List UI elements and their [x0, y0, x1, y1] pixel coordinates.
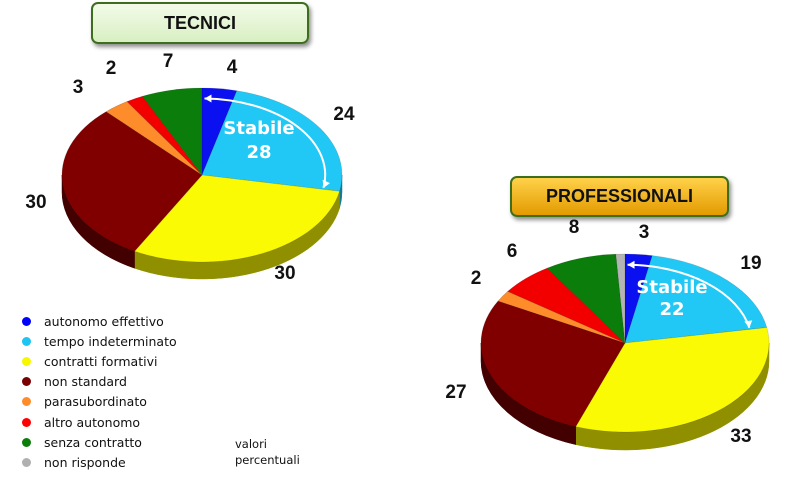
- pie-slice-tempo-indeterminato: [201, 90, 343, 192]
- legend-color-dot: [22, 457, 31, 467]
- value-label: 2: [471, 268, 482, 289]
- value-label: 30: [25, 192, 46, 213]
- legend-item: parasubordinato: [22, 392, 177, 412]
- legend-item: contratti formativi: [22, 351, 177, 371]
- pie-slice-senza-contratto: [546, 253, 626, 344]
- legend-label: non risponde: [44, 454, 126, 470]
- pie-slice-autonomo-effettivo: [201, 87, 238, 176]
- bracket-arrowhead: [744, 320, 753, 328]
- stabile-bracket: [627, 263, 751, 329]
- units-note-line1: valori: [235, 437, 268, 451]
- legend-item: non standard: [22, 372, 177, 392]
- value-label: 8: [569, 217, 580, 238]
- pie-chart-0: Stabile 28 4 24 30 30 3 2 7: [25, 51, 355, 284]
- legend-label: autonomo effettivo: [44, 313, 164, 329]
- units-note: valori percentuali: [235, 436, 300, 468]
- pie-slice-contratti-formativi: [134, 174, 340, 263]
- value-label: 2: [106, 58, 117, 79]
- pie-slice-tempo-indeterminato: [624, 255, 768, 344]
- legend-item: altro autonomo: [22, 412, 177, 432]
- value-label: 4: [227, 57, 238, 78]
- legend-label: parasubordinato: [44, 394, 147, 410]
- value-label: 6: [507, 241, 518, 262]
- value-label: 7: [163, 51, 174, 72]
- value-label: 3: [73, 77, 84, 98]
- value-label: 19: [740, 253, 761, 274]
- pie-slice-parasubordinato: [497, 291, 626, 344]
- pie-slice-altro-autonomo: [126, 95, 203, 176]
- legend-label: senza contratto: [44, 434, 142, 450]
- value-label: 30: [274, 263, 295, 284]
- legend-item: senza contratto: [22, 432, 177, 452]
- pie-slice-side: [480, 342, 576, 445]
- value-label: 3: [639, 222, 650, 243]
- legend-item: non risponde: [22, 452, 177, 472]
- stabile-value: 22: [659, 299, 684, 320]
- bracket-arrowhead: [627, 260, 635, 269]
- legend-label: tempo indeterminato: [44, 333, 177, 349]
- units-note-line2: percentuali: [235, 453, 300, 467]
- pie-slice-parasubordinato: [105, 101, 203, 176]
- bracket-arrowhead: [204, 94, 212, 103]
- stabile-bracket: [204, 97, 327, 189]
- value-label: 24: [333, 104, 355, 125]
- legend-label: altro autonomo: [44, 414, 141, 430]
- legend-color-dot: [22, 356, 31, 366]
- chart-title-tecnici: TECNICI: [91, 2, 309, 44]
- legend-item: autonomo effettivo: [22, 311, 177, 331]
- legend-color-dot: [22, 316, 31, 326]
- pie-slice-senza-contratto: [141, 87, 203, 176]
- value-label: 27: [445, 382, 466, 403]
- legend-color-dot: [22, 437, 31, 447]
- legend-label: contratti formativi: [44, 353, 158, 369]
- pie-slice-altro-autonomo: [507, 267, 626, 344]
- value-label: 33: [730, 426, 751, 447]
- legend-color-dot: [22, 377, 31, 387]
- stabile-value: 28: [246, 142, 271, 163]
- stabile-label: Stabile: [223, 118, 294, 139]
- bracket-arrowhead: [322, 179, 330, 188]
- legend: autonomo effettivo tempo indeterminato c…: [22, 311, 177, 473]
- pie-slice-non-standard: [61, 111, 203, 252]
- pie-slice-autonomo-effettivo: [624, 253, 653, 344]
- chart-title-professionali: PROFESSIONALI: [510, 176, 729, 217]
- legend-color-dot: [22, 417, 31, 427]
- stabile-label: Stabile: [636, 277, 707, 298]
- pie-slice-non-risponde: [615, 253, 626, 344]
- legend-color-dot: [22, 397, 31, 407]
- legend-label: non standard: [44, 374, 127, 390]
- legend-color-dot: [22, 336, 31, 346]
- pie-slice-non-standard: [480, 300, 626, 427]
- pie-slice-contratti-formativi: [575, 327, 770, 433]
- legend-item: tempo indeterminato: [22, 331, 177, 351]
